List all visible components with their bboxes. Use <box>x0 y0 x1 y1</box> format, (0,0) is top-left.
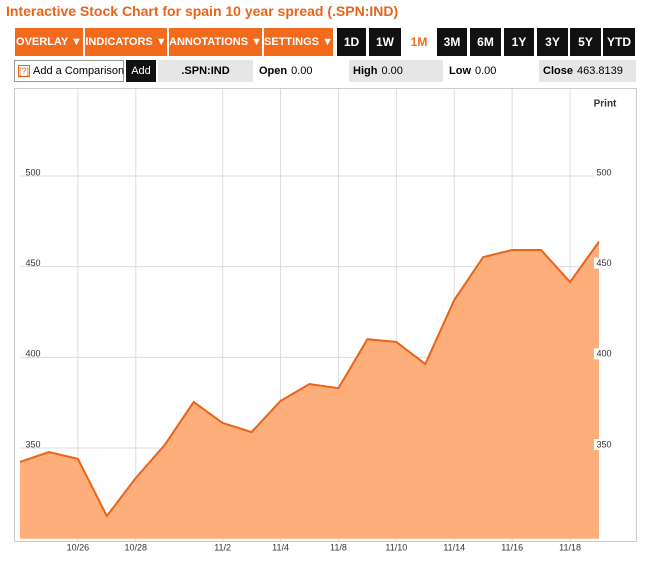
range-button[interactable]: 3Y <box>537 28 568 56</box>
menu-button[interactable]: INDICATORS ▼ <box>85 28 167 56</box>
price-line <box>19 241 600 518</box>
range-button[interactable]: 5Y <box>570 28 601 56</box>
menu-button[interactable]: ANNOTATIONS ▼ <box>169 28 262 56</box>
menu-button[interactable]: OVERLAY ▼ <box>15 28 83 56</box>
range-button[interactable]: YTD <box>603 28 635 56</box>
y-label-bg <box>594 167 614 179</box>
quote-label: High <box>353 65 378 77</box>
y-label-bg <box>594 439 614 451</box>
placeholder: Add a Comparison <box>33 65 125 77</box>
x-tick-label: 10/26 <box>67 542 90 552</box>
y-tick-label: 450 <box>25 258 40 268</box>
area-fill <box>20 241 599 539</box>
quote-field: Open 0.00 <box>255 60 345 82</box>
help-icon[interactable]: [?] <box>18 65 31 77</box>
x-tick-label: 11/8 <box>330 542 347 552</box>
comparison-input[interactable]: [?] Add a Comparison <box>14 60 124 82</box>
y-label-bg <box>594 257 614 269</box>
quote-field: Low 0.00 <box>445 60 535 82</box>
range-button[interactable]: 6M <box>470 28 501 56</box>
y-tick-label: 350 <box>596 439 611 449</box>
y-label-bg <box>594 348 614 360</box>
y-tick-label: 400 <box>25 349 40 359</box>
y-tick-label: 400 <box>596 349 611 359</box>
quote-value: 463.8139 <box>576 65 623 77</box>
add-button[interactable]: Add <box>126 60 156 82</box>
x-tick-label: 11/10 <box>385 542 407 552</box>
quote-label: Open <box>259 65 288 77</box>
quote-label: Low <box>449 65 471 77</box>
quote-value: 0.00 <box>475 65 497 77</box>
menu-button[interactable]: SETTINGS ▼ <box>264 28 333 56</box>
x-tick-label: 11/4 <box>272 542 289 552</box>
y-tick-label: 450 <box>596 258 611 268</box>
range-button[interactable]: 1M <box>404 28 434 56</box>
x-tick-label: 11/18 <box>559 542 581 552</box>
range-button[interactable]: 3M <box>437 28 467 56</box>
quote-field: Close 463.8139 <box>539 60 636 82</box>
symbol: .SPN:IND <box>158 60 253 82</box>
range-button[interactable]: 1Y <box>504 28 534 56</box>
quote-field: High 0.00 <box>349 60 443 82</box>
range-button[interactable]: 1W <box>369 28 401 56</box>
quote-label: Close <box>543 65 573 77</box>
y-tick-label: 500 <box>25 167 40 177</box>
page-title: Interactive Stock Chart for spain 10 yea… <box>6 3 399 19</box>
chart-frame <box>14 88 637 542</box>
y-tick-label: 500 <box>596 167 611 177</box>
x-tick-label: 10/28 <box>125 542 148 552</box>
x-tick-label: 11/2 <box>214 542 231 552</box>
x-tick-label: 11/16 <box>501 542 523 552</box>
x-tick-label: 11/14 <box>443 542 465 552</box>
quote-value: 0.00 <box>291 65 313 77</box>
y-tick-label: 350 <box>25 439 40 449</box>
range-button[interactable]: 1D <box>337 28 366 56</box>
quote-value: 0.00 <box>381 65 403 77</box>
print-button[interactable]: Print <box>594 99 617 110</box>
